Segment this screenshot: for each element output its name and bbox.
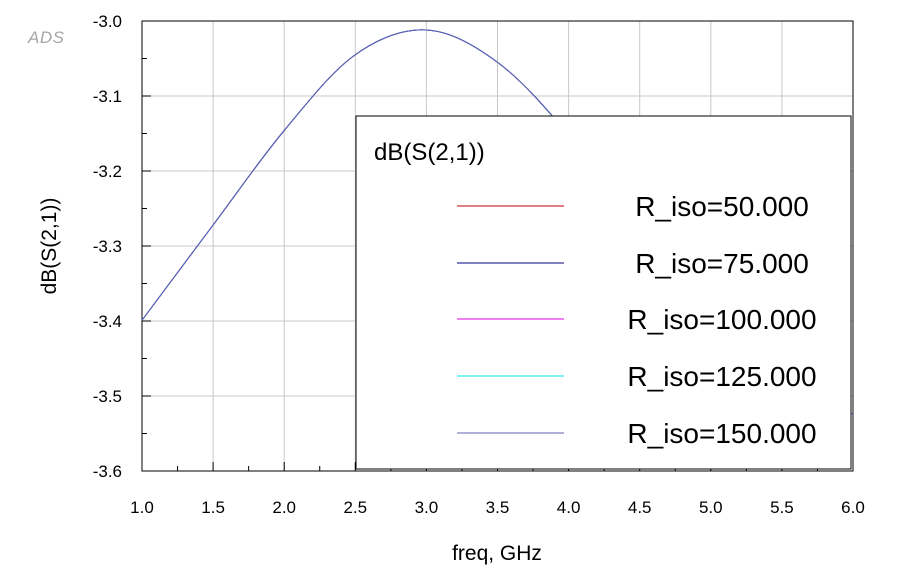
x-tick-label: 4.5 xyxy=(628,498,652,517)
y-tick-label: -3.1 xyxy=(93,87,122,106)
x-tick-label: 3.5 xyxy=(486,498,510,517)
plot-frame xyxy=(141,20,854,472)
y-tick-label: -3.0 xyxy=(93,12,122,31)
y-tick-label: -3.5 xyxy=(93,387,122,406)
y-axis-label: dB(S(2,1)) xyxy=(38,198,61,295)
legend: dB(S(2,1)) R_iso=50.000 R_iso=75.000 R_iso… xyxy=(355,115,852,470)
x-tick-label: 4.0 xyxy=(557,498,581,517)
x-tick-label: 3.0 xyxy=(415,498,439,517)
x-tick-label: 5.0 xyxy=(699,498,723,517)
legend-entry-label: R_iso=75.000 xyxy=(635,248,809,279)
y-tick-label: -3.4 xyxy=(93,312,122,331)
x-tick-label: 2.0 xyxy=(272,498,296,517)
x-tick-label: 2.5 xyxy=(343,498,367,517)
ads-watermark: ADS xyxy=(28,28,65,47)
x-axis-label: freq, GHz xyxy=(452,542,542,565)
x-tick-label: 5.5 xyxy=(770,498,794,517)
y-tick-label: -3.2 xyxy=(93,162,122,181)
legend-entry-label: R_iso=100.000 xyxy=(627,304,816,335)
legend-box xyxy=(355,115,852,470)
x-tick-label: 1.0 xyxy=(130,498,154,517)
x-tick-label: 1.5 xyxy=(201,498,225,517)
legend-entry-label: R_iso=150.000 xyxy=(627,418,816,449)
legend-entry-label: R_iso=50.000 xyxy=(635,191,809,222)
legend-entry-label: R_iso=125.000 xyxy=(627,361,816,392)
y-tick-label: -3.3 xyxy=(93,237,122,256)
y-tick-label: -3.6 xyxy=(93,462,122,481)
y-tick-labels: -3.0 -3.1 -3.2 -3.3 -3.4 -3.5 -3.6 xyxy=(93,12,122,481)
legend-title: dB(S(2,1)) xyxy=(374,139,485,166)
x-tick-labels: 1.0 1.5 2.0 2.5 3.0 3.5 4.0 4.5 5.0 5.5 6.0 xyxy=(130,498,865,517)
x-tick-label: 6.0 xyxy=(841,498,865,517)
